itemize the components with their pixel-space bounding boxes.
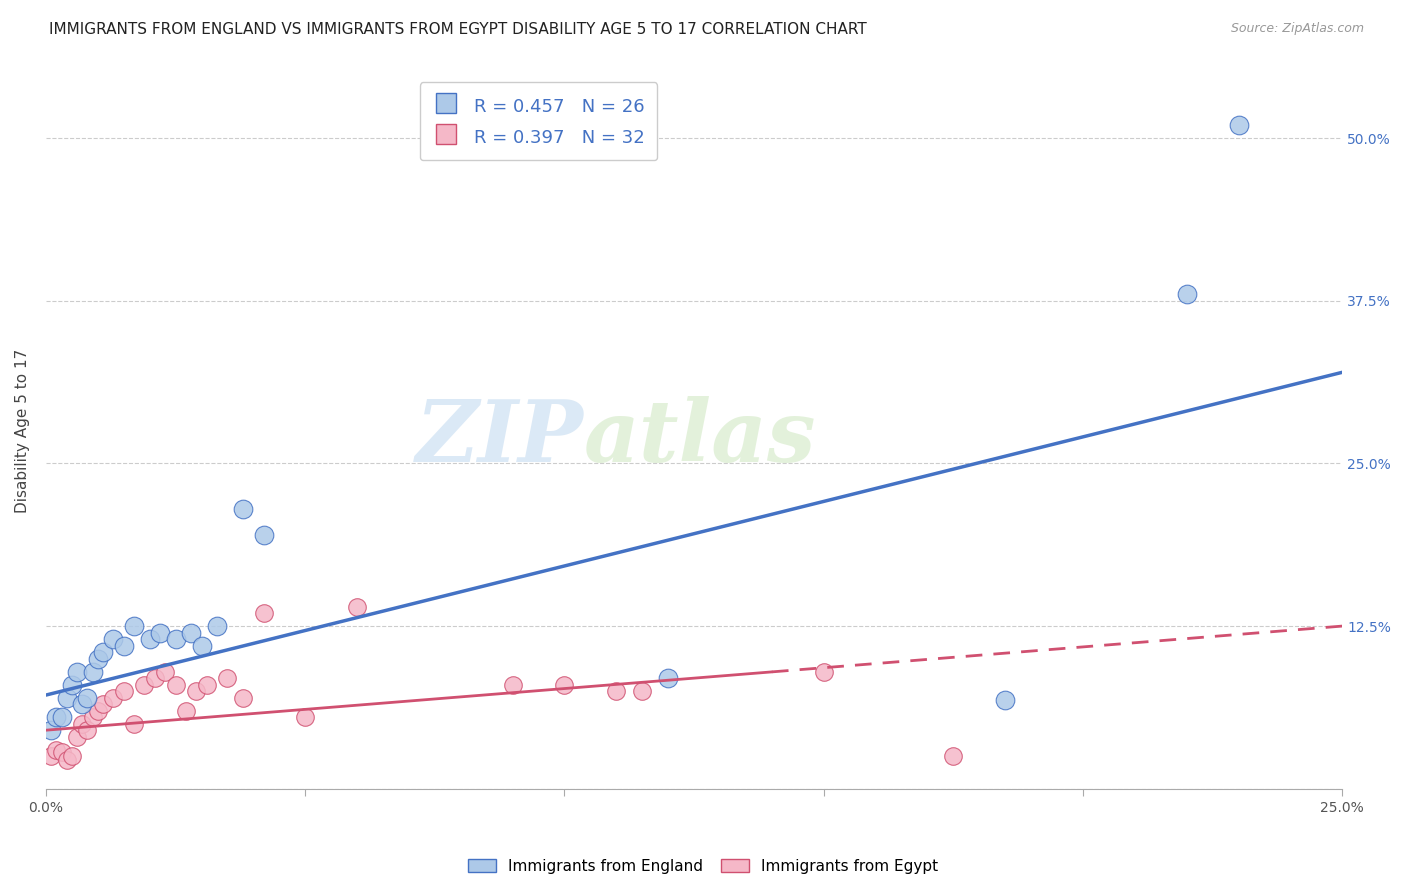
Point bbox=[180, 625, 202, 640]
Text: Source: ZipAtlas.com: Source: ZipAtlas.com bbox=[1230, 22, 1364, 36]
Point bbox=[51, 745, 73, 759]
Point bbox=[87, 704, 110, 718]
Point bbox=[51, 710, 73, 724]
Point bbox=[195, 678, 218, 692]
Point bbox=[657, 671, 679, 685]
Point bbox=[39, 723, 62, 738]
Point bbox=[149, 625, 172, 640]
Point bbox=[76, 690, 98, 705]
Text: IMMIGRANTS FROM ENGLAND VS IMMIGRANTS FROM EGYPT DISABILITY AGE 5 TO 17 CORRELAT: IMMIGRANTS FROM ENGLAND VS IMMIGRANTS FR… bbox=[49, 22, 868, 37]
Point bbox=[72, 716, 94, 731]
Point bbox=[66, 730, 89, 744]
Point bbox=[553, 678, 575, 692]
Point bbox=[813, 665, 835, 679]
Point bbox=[66, 665, 89, 679]
Point bbox=[138, 632, 160, 646]
Point bbox=[45, 710, 67, 724]
Point bbox=[60, 749, 83, 764]
Point bbox=[143, 671, 166, 685]
Point bbox=[45, 742, 67, 756]
Point bbox=[253, 606, 276, 620]
Point bbox=[631, 684, 654, 698]
Point bbox=[91, 697, 114, 711]
Point bbox=[112, 639, 135, 653]
Point bbox=[134, 678, 156, 692]
Point bbox=[76, 723, 98, 738]
Text: ZIP: ZIP bbox=[416, 396, 583, 480]
Point bbox=[232, 502, 254, 516]
Y-axis label: Disability Age 5 to 17: Disability Age 5 to 17 bbox=[15, 349, 30, 513]
Point bbox=[55, 753, 77, 767]
Point bbox=[103, 690, 125, 705]
Point bbox=[942, 749, 965, 764]
Point bbox=[190, 639, 212, 653]
Point bbox=[55, 690, 77, 705]
Point bbox=[294, 710, 316, 724]
Point bbox=[165, 632, 187, 646]
Point bbox=[1175, 287, 1198, 301]
Point bbox=[82, 710, 104, 724]
Point bbox=[502, 678, 524, 692]
Point bbox=[122, 716, 145, 731]
Point bbox=[346, 599, 368, 614]
Point bbox=[232, 690, 254, 705]
Point bbox=[91, 645, 114, 659]
Point bbox=[155, 665, 177, 679]
Point bbox=[165, 678, 187, 692]
Point bbox=[253, 528, 276, 542]
Point bbox=[994, 693, 1017, 707]
Point bbox=[39, 749, 62, 764]
Point bbox=[605, 684, 627, 698]
Text: atlas: atlas bbox=[583, 396, 817, 480]
Point bbox=[103, 632, 125, 646]
Point bbox=[217, 671, 239, 685]
Point bbox=[205, 619, 228, 633]
Point bbox=[186, 684, 208, 698]
Point bbox=[1227, 118, 1250, 132]
Legend: Immigrants from England, Immigrants from Egypt: Immigrants from England, Immigrants from… bbox=[463, 853, 943, 880]
Point bbox=[87, 651, 110, 665]
Point bbox=[174, 704, 197, 718]
Legend: R = 0.457   N = 26, R = 0.397   N = 32: R = 0.457 N = 26, R = 0.397 N = 32 bbox=[420, 82, 658, 161]
Point bbox=[72, 697, 94, 711]
Point bbox=[60, 678, 83, 692]
Point bbox=[112, 684, 135, 698]
Point bbox=[122, 619, 145, 633]
Point bbox=[82, 665, 104, 679]
